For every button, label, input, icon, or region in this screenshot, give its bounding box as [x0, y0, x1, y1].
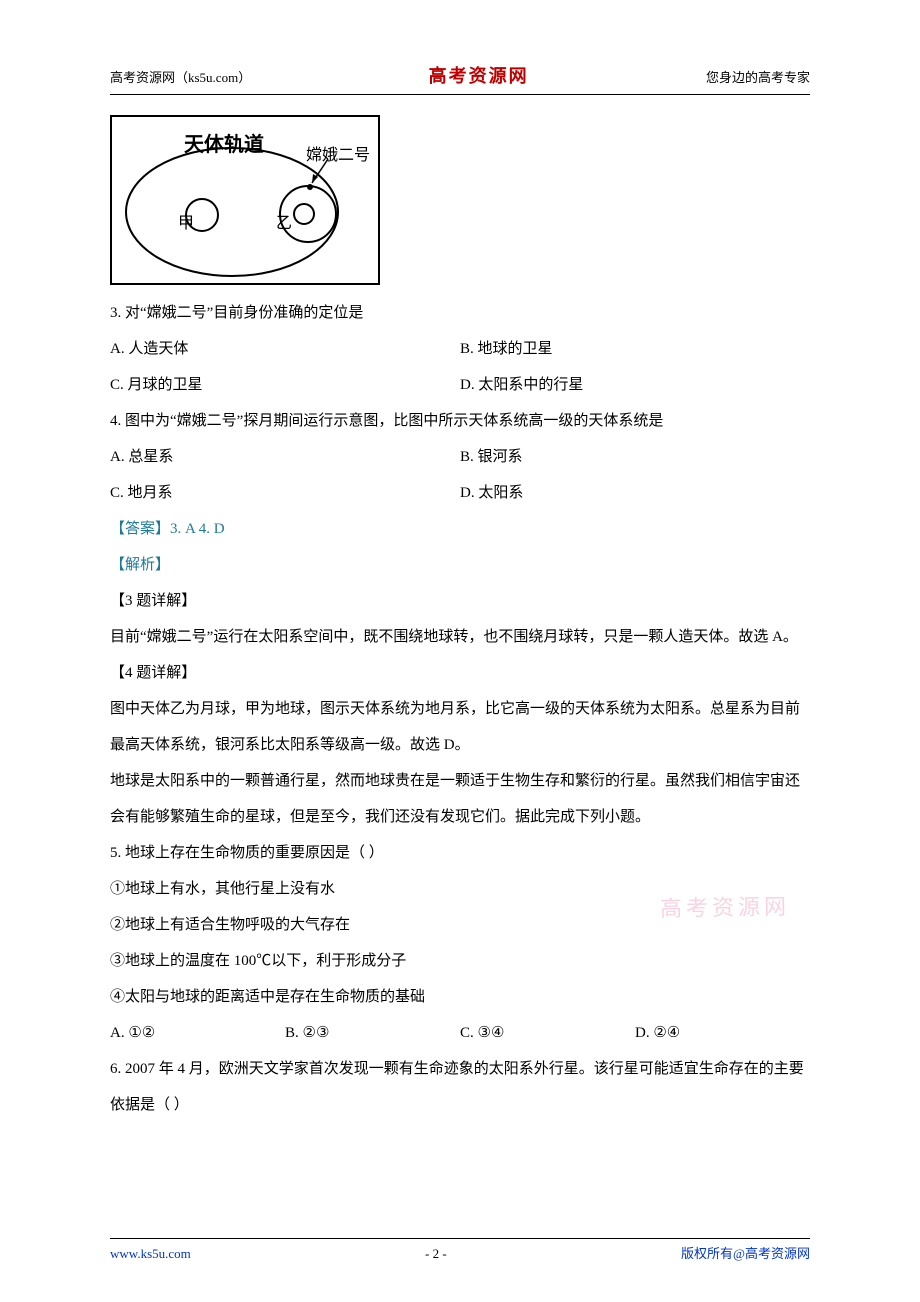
q4-opt-b: B. 银河系	[460, 439, 810, 475]
q3-stem: 3. 对“嫦娥二号”目前身份准确的定位是	[110, 295, 810, 331]
page-header: 高考资源网（ks5u.com） 高考资源网 您身边的高考专家	[110, 62, 810, 95]
q3-opt-b: B. 地球的卫星	[460, 331, 810, 367]
q4-opt-d: D. 太阳系	[460, 475, 810, 511]
q4-opts-row2: C. 地月系 D. 太阳系	[110, 475, 810, 511]
header-left: 高考资源网（ks5u.com）	[110, 67, 251, 86]
diagram-body-a-label: 甲	[178, 205, 194, 243]
q5-opt-a: A. ①②	[110, 1015, 285, 1051]
page: 高考资源网（ks5u.com） 高考资源网 您身边的高考专家 天体轨道 嫦娥二号…	[0, 0, 920, 1302]
answer-line: 【答案】3. A 4. D	[110, 511, 810, 547]
diagram-orbit-label: 天体轨道	[184, 121, 264, 169]
q6-stem: 6. 2007 年 4 月，欧洲天文学家首次发现一颗有生命迹象的太阳系外行星。该…	[110, 1051, 810, 1123]
q5-statement-1: ①地球上有水，其他行星上没有水	[110, 871, 810, 907]
q4-stem: 4. 图中为“嫦娥二号”探月期间运行示意图，比图中所示天体系统高一级的天体系统是	[110, 403, 810, 439]
q5-statement-3: ③地球上的温度在 100℃以下，利于形成分子	[110, 943, 810, 979]
q3-opts-row2: C. 月球的卫星 D. 太阳系中的行星	[110, 367, 810, 403]
q3-opt-a: A. 人造天体	[110, 331, 460, 367]
page-footer: www.ks5u.com - 2 - 版权所有@高考资源网	[110, 1238, 810, 1262]
q4-opt-c: C. 地月系	[110, 475, 460, 511]
q5-stem: 5. 地球上存在生命物质的重要原因是（ ）	[110, 835, 810, 871]
footer-right: 版权所有@高考资源网	[681, 1243, 810, 1262]
diagram-body-b-label: 乙	[276, 205, 292, 243]
header-right: 您身边的高考专家	[706, 67, 810, 86]
q5-statement-4: ④太阳与地球的距离适中是存在生命物质的基础	[110, 979, 810, 1015]
q3-detail-body: 目前“嫦娥二号”运行在太阳系空间中，既不围绕地球转，也不围绕月球转，只是一颗人造…	[110, 619, 810, 655]
q4-detail-body: 图中天体乙为月球，甲为地球，图示天体系统为地月系，比它高一级的天体系统为太阳系。…	[110, 691, 810, 763]
diagram-probe-label: 嫦娥二号	[306, 137, 370, 175]
q5-opt-d: D. ②④	[635, 1015, 810, 1051]
footer-left: www.ks5u.com	[110, 1246, 191, 1262]
header-center: 高考资源网	[429, 62, 529, 88]
footer-page-number: - 2 -	[425, 1246, 447, 1262]
q3-opt-d: D. 太阳系中的行星	[460, 367, 810, 403]
q3-opts-row1: A. 人造天体 B. 地球的卫星	[110, 331, 810, 367]
q5-opt-c: C. ③④	[460, 1015, 635, 1051]
passage-5-6: 地球是太阳系中的一颗普通行星，然而地球贵在是一颗适于生物生存和繁衍的行星。虽然我…	[110, 763, 810, 835]
q5-statement-2: ②地球上有适合生物呼吸的大气存在	[110, 907, 810, 943]
q3-opt-c: C. 月球的卫星	[110, 367, 460, 403]
q4-opt-a: A. 总星系	[110, 439, 460, 475]
jiexi-label: 【解析】	[110, 547, 810, 583]
q4-opts-row1: A. 总星系 B. 银河系	[110, 439, 810, 475]
orbit-diagram: 天体轨道 嫦娥二号 甲 乙	[110, 115, 380, 285]
q3-detail-label: 【3 题详解】	[110, 583, 810, 619]
content: 天体轨道 嫦娥二号 甲 乙 3. 对“嫦娥二号”目前身份准确的定位是 A. 人造…	[110, 95, 810, 1123]
q5-opts-row: A. ①② B. ②③ C. ③④ D. ②④	[110, 1015, 810, 1051]
q4-detail-label: 【4 题详解】	[110, 655, 810, 691]
q5-opt-b: B. ②③	[285, 1015, 460, 1051]
